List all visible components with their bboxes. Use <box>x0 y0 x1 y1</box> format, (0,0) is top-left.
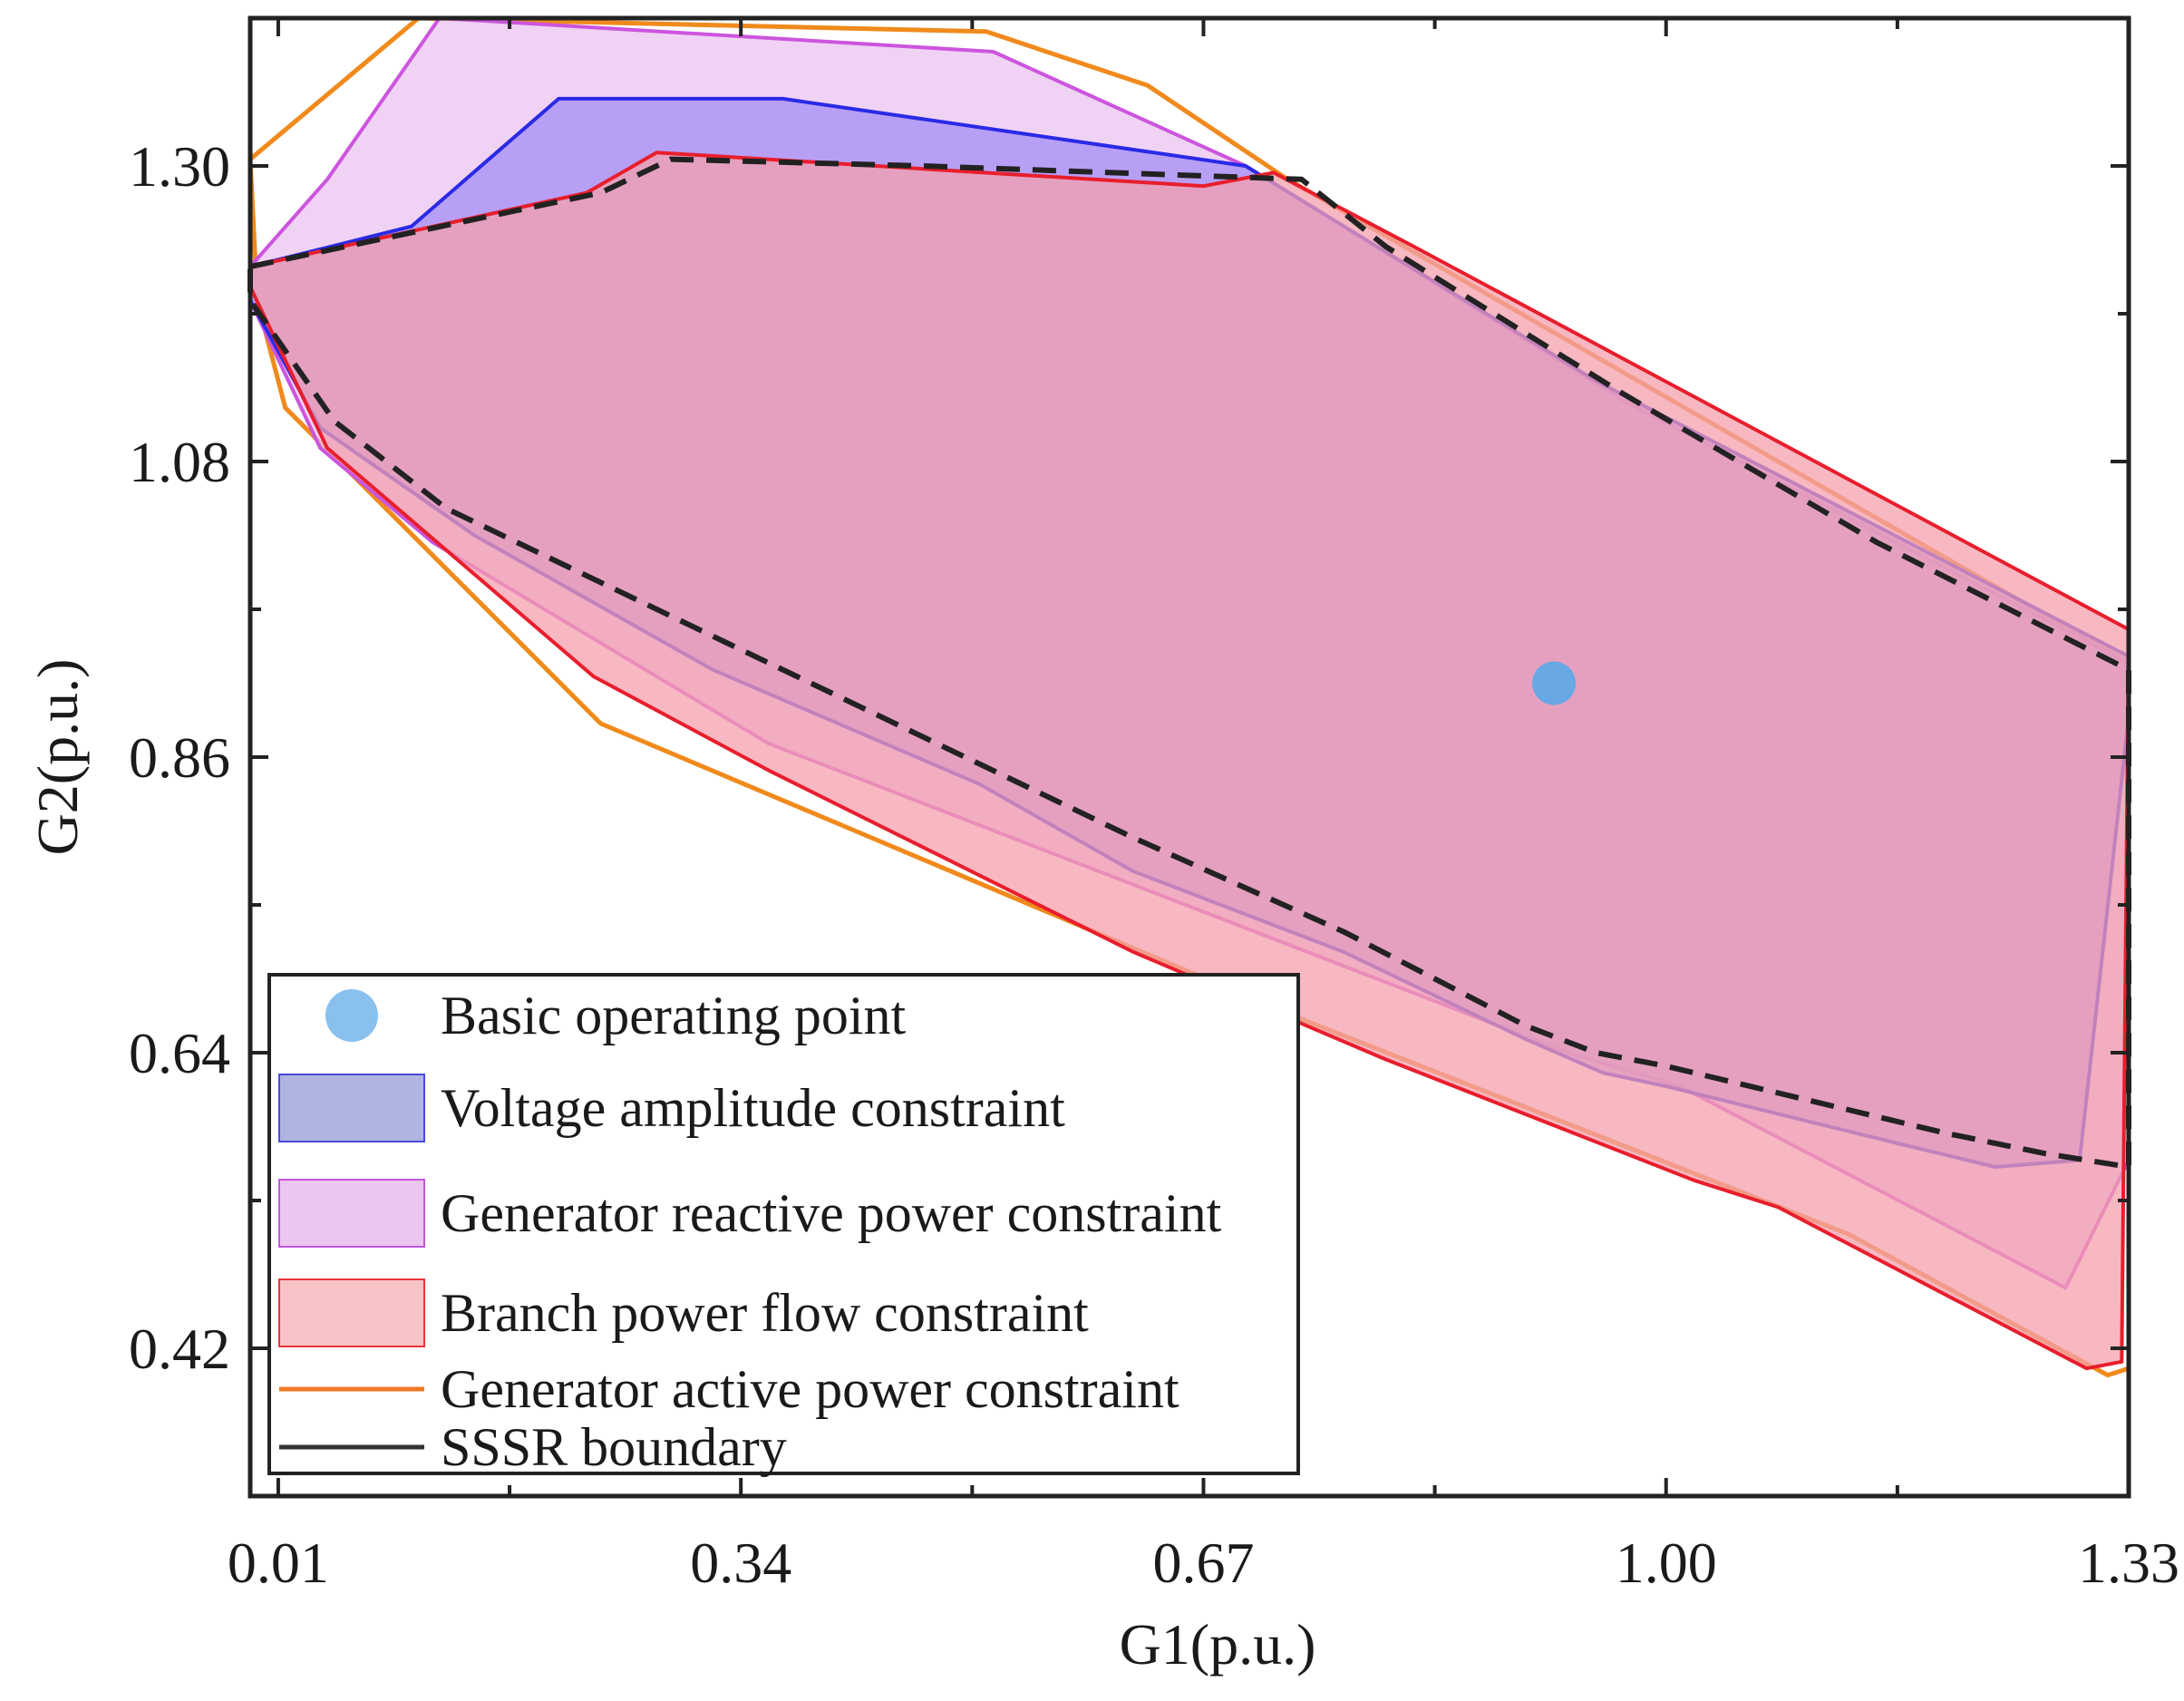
y-axis-label: G2(p.u.) <box>25 659 90 856</box>
y-tick-label: 1.08 <box>129 430 230 494</box>
branch-power-flow-constraint-region <box>248 151 2131 1371</box>
sssr-boundary-line <box>248 156 2131 1170</box>
y-tick-label: 0.42 <box>129 1317 230 1381</box>
x-axis-label: G1(p.u.) <box>1120 1612 1316 1677</box>
sssr-boundary-legend-label: SSSR boundary <box>441 1417 787 1477</box>
x-tick-label: 0.67 <box>1152 1531 1254 1595</box>
generator-reactive-power-constraint-legend-swatch <box>278 1179 425 1248</box>
legend-box <box>267 973 1300 1475</box>
series-layer <box>248 15 2131 1378</box>
generator-active-power-constraint-legend-label: Generator active power constraint <box>441 1359 1179 1419</box>
y-tick-label: 0.64 <box>129 1021 230 1085</box>
legend-items: Basic operating point Voltage amplitude c… <box>278 986 1222 1477</box>
y-tick-label: 0.86 <box>129 725 230 790</box>
x-tick-label: 1.33 <box>2078 1531 2179 1595</box>
voltage-amplitude-constraint-legend-label: Voltage amplitude constraint <box>441 1078 1065 1138</box>
branch-power-flow-constraint-legend-swatch <box>278 1278 425 1347</box>
ticks-layer <box>250 18 2131 1496</box>
branch-power-flow-constraint-legend-label: Branch power flow constraint <box>441 1283 1089 1343</box>
x-tick-label: 0.34 <box>690 1531 791 1595</box>
legend: Basic operating point Voltage amplitude c… <box>267 973 1300 1477</box>
operating-point-marker <box>1532 661 1577 705</box>
y-tick-label: 1.30 <box>129 134 230 199</box>
basic-operating-point-legend-swatch <box>325 989 378 1042</box>
generator-reactive-power-constraint-legend-label: Generator reactive power constraint <box>441 1183 1222 1243</box>
tick-labels-layer: 0.01 0.34 0.67 1.00 1.33 0.42 0.64 0.86 1.08 1.30 <box>129 134 2179 1595</box>
voltage-amplitude-constraint-legend-swatch <box>278 1074 425 1142</box>
x-tick-label: 1.00 <box>1616 1531 1717 1595</box>
basic-operating-point-legend-label: Basic operating point <box>441 986 907 1045</box>
x-tick-label: 0.01 <box>228 1531 329 1595</box>
